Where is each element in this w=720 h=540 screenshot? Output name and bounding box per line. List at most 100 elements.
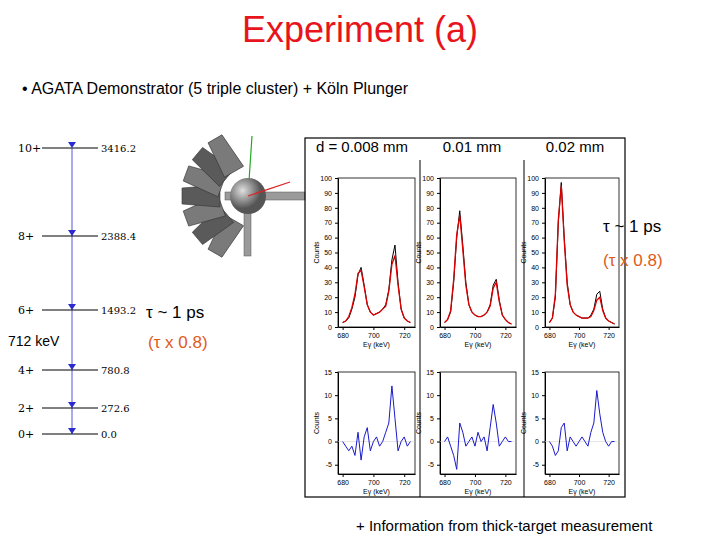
zero-line [440,441,516,442]
tick-label: 50 [324,249,332,256]
x-axis-title: Eγ (keV) [465,341,492,349]
tick-mark [335,465,338,466]
tick: 680 [439,474,451,486]
tick-mark [335,282,338,283]
tick-mark [335,193,338,194]
y-axis: -5 0 5 10 15 [324,369,338,475]
y-axis: -5051015 [426,369,440,475]
tick-mark [335,442,338,443]
tick-label: 80 [426,205,434,212]
tick-mark [437,327,440,328]
tick-mark [542,418,545,419]
tick-mark [437,297,440,298]
level-spin: 10+ [18,142,41,155]
tick-label: 40 [531,264,539,271]
tick-mark [335,178,338,179]
tick-label: 30 [531,279,539,286]
tick-mark [343,474,344,477]
lifetime-label: τ ~ 1 ps [146,303,204,322]
tick-label: 720 [500,332,512,339]
tick: 5 [328,415,338,422]
tick-label: 10 [531,309,539,316]
level-energy: 272.6 [101,403,130,414]
level-spin: 2+ [18,402,34,415]
tick-mark [335,327,338,328]
tick: 60 [324,234,338,241]
tick: 720 [399,474,411,486]
x-axis: 680700720 [439,474,516,486]
tick: 680 [337,474,349,486]
tick-label: 15 [531,369,539,376]
tick-mark [542,223,545,224]
tick-label: 100 [320,175,332,182]
tick-label: 680 [544,332,556,339]
tick-label: 5 [430,415,434,422]
tick: 40 [324,264,338,271]
tick-label: 90 [324,190,332,197]
tick-mark [437,223,440,224]
tick: 0 [430,324,440,331]
tick-mark [579,327,580,330]
tick-mark [542,193,545,194]
tick: 700 [574,474,586,486]
tick-label: 60 [324,234,332,241]
series-line [343,245,411,322]
tick-label: 720 [399,332,411,339]
tick: 10 [324,392,338,399]
tick-mark [542,238,545,239]
tick-label: 70 [426,219,434,226]
transition-arrow [68,142,76,148]
tick: 700 [368,474,380,486]
level-spin: 0+ [18,428,34,441]
tick-label: 10 [531,392,539,399]
tick: 60 [426,234,440,241]
tick-label: 0 [328,438,332,445]
y-axis: -5051015 [531,369,545,475]
tick-mark [542,208,545,209]
tick-label: 80 [324,205,332,212]
tick: 100 [320,175,338,182]
detector-illustration [182,133,305,258]
plot-frame [338,372,415,474]
x-axis-title: Eγ (keV) [465,488,492,496]
tick: 20 [324,294,338,301]
tick-label: 15 [324,369,332,376]
tick-label: -5 [428,461,434,468]
tick: 10 [426,309,440,316]
tick: 70 [324,219,338,226]
tick: 90 [531,190,545,197]
tick: -5 [428,461,440,468]
tick-label: 0 [430,324,434,331]
tick-mark [542,442,545,443]
tick-label: 700 [470,332,482,339]
tick: 80 [324,205,338,212]
tick: 15 [531,369,545,376]
tick: 50 [324,249,338,256]
y-axis: 0102030405060708090100 [320,175,338,331]
tick-label: 30 [324,279,332,286]
tick: 30 [426,279,440,286]
tick-mark [505,327,506,330]
tick-label: 680 [439,479,451,486]
plot-marks [343,245,411,322]
axis-red [248,182,290,196]
tick-label: 720 [399,479,411,486]
tick-mark [437,267,440,268]
tick-label: -5 [326,461,332,468]
panel-frame [305,138,625,497]
tick: 0 [328,438,338,445]
tick: 50 [531,249,545,256]
series-line [445,215,512,324]
tick-mark [335,395,338,396]
plot-frame [440,372,516,474]
tick-label: 680 [439,332,451,339]
tick-label: 60 [531,234,539,241]
tick: 700 [368,327,380,339]
tick-label: 10 [324,392,332,399]
tick-label: 70 [324,219,332,226]
tick: 80 [426,205,440,212]
tick: 5 [535,415,545,422]
tick: 100 [422,175,440,182]
level-energy: 0.0 [101,429,117,440]
tick-mark [475,474,476,477]
